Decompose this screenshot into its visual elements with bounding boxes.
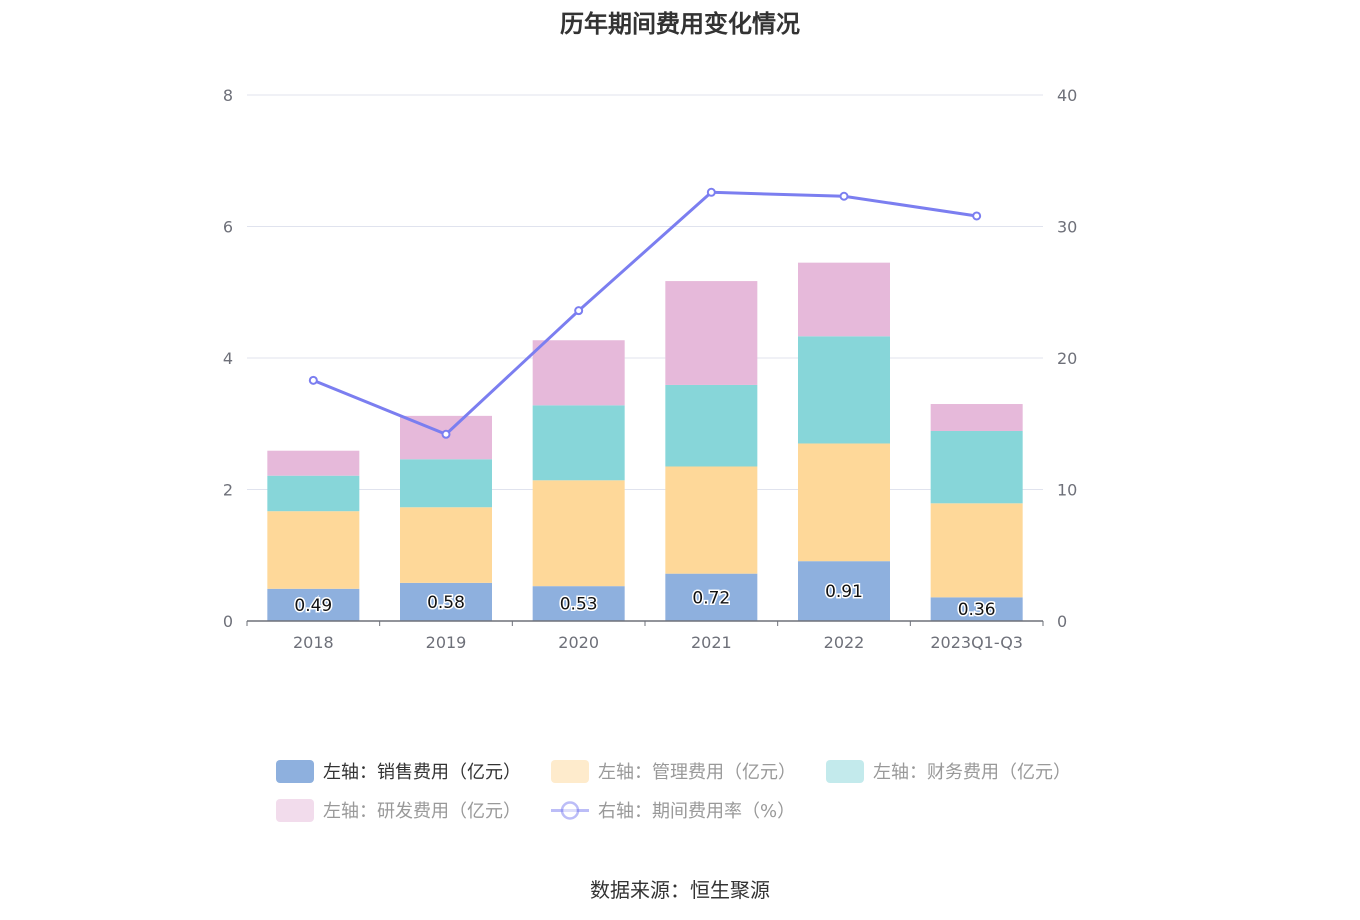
x-tick-label: 2023Q1-Q3 <box>930 633 1023 652</box>
bar-admin <box>798 443 890 562</box>
rate-point <box>308 375 318 385</box>
data-labels: 0.49 0.58 0.53 0.72 0.91 0.36 <box>293 581 997 622</box>
legend-item-admin[interactable]: 左轴：管理费用（亿元） <box>551 760 796 783</box>
rate-line <box>312 190 977 437</box>
legend-swatch <box>826 760 864 783</box>
bar-data-label: 0.53 <box>560 595 598 615</box>
bar-finance <box>267 475 360 512</box>
legend-label: 左轴：管理费用（亿元） <box>598 762 796 783</box>
bar-admin <box>400 507 492 583</box>
rate-point <box>706 187 716 197</box>
bar-sales <box>665 573 758 621</box>
legend-swatch <box>276 799 314 822</box>
bar-data-label: 0.72 <box>692 588 730 608</box>
legend-label: 左轴：财务费用（亿元） <box>873 762 1071 783</box>
grid-lines <box>247 94 1043 490</box>
bar-rnd <box>798 262 890 337</box>
bar-finance <box>665 384 758 467</box>
source-note: 数据来源：恒生聚源 <box>590 878 770 902</box>
rate-point <box>574 306 584 316</box>
legend-item-sales[interactable]: 左轴：销售费用（亿元） <box>276 760 521 783</box>
legend-swatch <box>276 760 314 783</box>
bar-admin <box>267 511 360 589</box>
line-series <box>308 187 982 439</box>
legend-label: 左轴：销售费用（亿元） <box>323 762 521 783</box>
bar-finance <box>798 336 890 444</box>
bar-sales <box>400 582 492 621</box>
x-tick-label: 2018 <box>293 633 334 652</box>
right-tick-label: 20 <box>1057 349 1077 368</box>
bar-sales <box>930 597 1023 621</box>
legend-item-rate[interactable]: 右轴：期间费用率（%） <box>551 801 795 822</box>
left-tick-label: 6 <box>223 218 233 237</box>
bar-sales <box>267 588 360 621</box>
left-tick-label: 0 <box>223 612 233 631</box>
bar-rnd <box>532 340 625 406</box>
right-tick-label: 0 <box>1057 612 1067 631</box>
bar-data-label: 0.91 <box>825 582 863 602</box>
bar-rnd <box>665 281 758 385</box>
right-tick-label: 10 <box>1057 481 1077 500</box>
legend-label: 左轴：研发费用（亿元） <box>323 801 521 822</box>
bar-series <box>267 262 1023 621</box>
bar-admin <box>930 503 1023 598</box>
bar-finance <box>400 459 492 508</box>
right-y-axis: 0 10 20 30 40 <box>1057 86 1077 631</box>
chart-title: 历年期间费用变化情况 <box>560 10 800 38</box>
bar-finance <box>930 430 1023 504</box>
rate-point <box>839 191 849 201</box>
bar-sales <box>798 561 890 621</box>
x-tick-label: 2021 <box>691 633 732 652</box>
legend-swatch <box>551 760 589 783</box>
legend-marker <box>560 801 580 820</box>
bar-finance <box>532 405 625 481</box>
x-tick-label: 2019 <box>426 633 467 652</box>
legend-item-rnd[interactable]: 左轴：研发费用（亿元） <box>276 799 521 822</box>
bar-rnd <box>930 404 1023 431</box>
legend-label: 右轴：期间费用率（%） <box>598 801 795 822</box>
legend: 左轴：销售费用（亿元） 左轴：管理费用（亿元） 左轴：财务费用（亿元） 左轴：研发费用… <box>276 760 1071 822</box>
x-tick-label: 2022 <box>824 633 865 652</box>
bar-admin <box>665 466 758 574</box>
bar-data-label: 0.58 <box>427 593 465 613</box>
x-axis: 2018 2019 2020 2021 2022 2023Q1-Q3 <box>246 620 1044 652</box>
left-tick-label: 2 <box>223 481 233 500</box>
x-tick-label: 2020 <box>558 633 599 652</box>
left-tick-label: 8 <box>223 86 233 105</box>
left-y-axis: 0 2 4 6 8 <box>223 86 233 631</box>
right-tick-label: 30 <box>1057 218 1077 237</box>
rate-point <box>441 429 451 439</box>
left-tick-label: 4 <box>223 349 233 368</box>
rate-point <box>972 211 982 221</box>
bar-rnd <box>267 450 360 476</box>
bar-data-label: 0.36 <box>958 600 996 620</box>
legend-item-finance[interactable]: 左轴：财务费用（亿元） <box>826 760 1071 783</box>
bar-admin <box>532 480 625 587</box>
right-tick-label: 40 <box>1057 86 1077 105</box>
bar-sales <box>532 586 625 621</box>
bar-data-label: 0.49 <box>294 596 332 616</box>
